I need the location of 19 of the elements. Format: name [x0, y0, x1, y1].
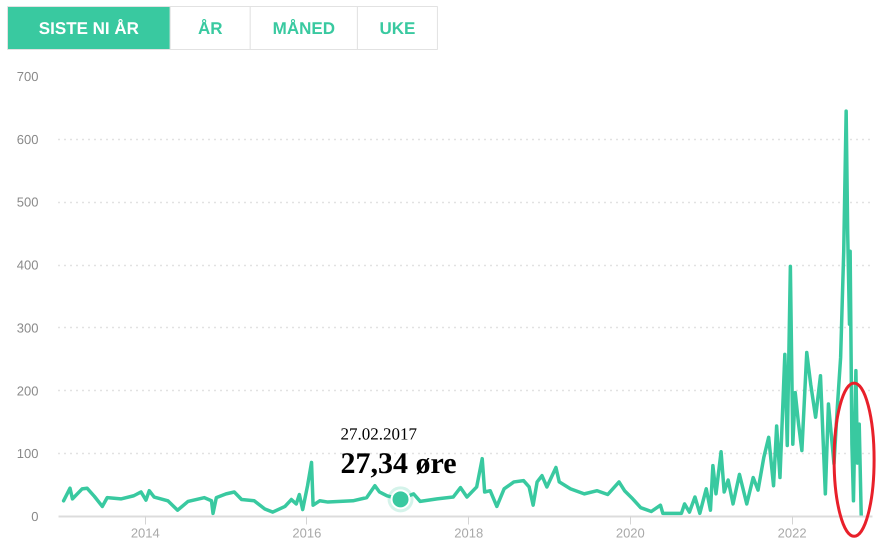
text: ÅR — [198, 19, 223, 38]
x-tick-label: 2022 — [778, 526, 807, 540]
x-tick-label: 2020 — [616, 526, 645, 540]
annotation: 27.02.2017 27,34 øre — [340, 424, 457, 480]
x-tick-label: 2018 — [454, 526, 484, 540]
y-tick-label: 300 — [16, 320, 39, 336]
text: UKE — [379, 19, 416, 38]
text: SISTE NI ÅR — [38, 19, 139, 38]
x-tick-label: 2014 — [130, 526, 160, 540]
x-tick-label: 2016 — [292, 526, 322, 540]
line-series — [62, 109, 863, 516]
y-tick-label: 200 — [16, 383, 39, 398]
text: MÅNED — [272, 19, 335, 38]
y-tick-label: 600 — [16, 132, 39, 147]
y-tick-label: 0 — [31, 509, 39, 524]
y-tick-label: 500 — [16, 194, 39, 210]
y-tick-label: 700 — [16, 69, 39, 84]
y-tick-label: 400 — [16, 258, 39, 273]
y-tick-label: 100 — [16, 446, 39, 462]
